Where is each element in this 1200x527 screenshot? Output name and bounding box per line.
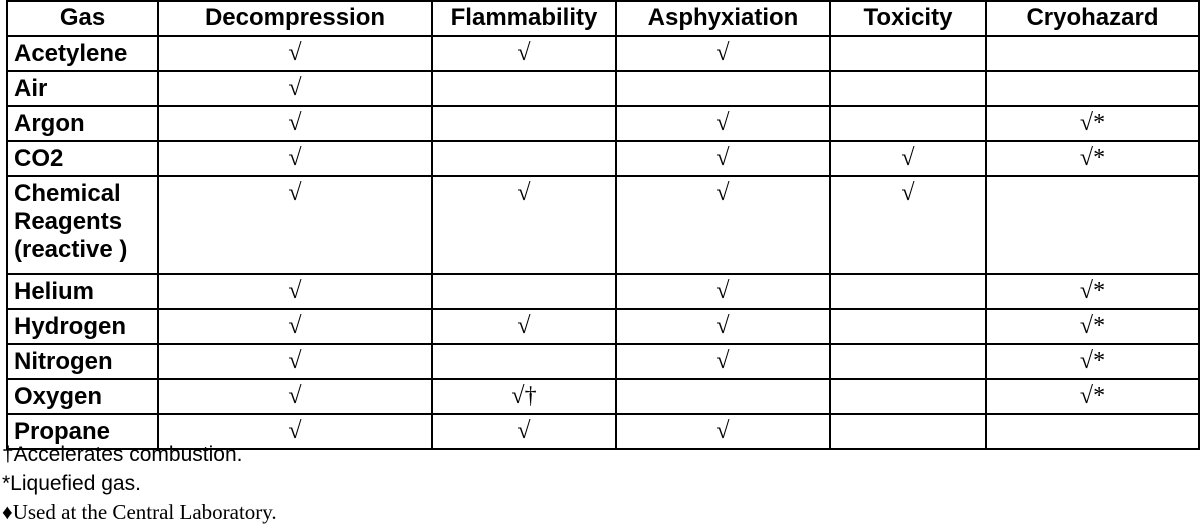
hazard-cell-flammability: √ [431,175,617,275]
hazard-cell-cryohazard [985,70,1200,107]
hazard-cell-asphyxiation: √ [615,273,831,310]
hazard-cell-flammability [431,273,617,310]
gas-name-cell: Argon [6,105,159,142]
table-row: Chemical Reagents (reactive ) √ √ √ √ [6,175,1200,275]
table-row: Helium √ √ √* [6,273,1200,310]
hazard-cell-cryohazard: √* [985,140,1200,177]
hazard-cell-cryohazard [985,175,1200,275]
hazard-cell-toxicity [829,378,987,415]
hazard-cell-cryohazard [985,35,1200,72]
footnote-asterisk: *Liquefied gas. [2,472,141,495]
hazard-cell-decompression: √ [157,413,433,450]
hazard-cell-cryohazard: √* [985,273,1200,310]
footnotes: †Accelerates combustion. *Liquefied gas.… [2,440,277,527]
hazard-cell-decompression: √ [157,140,433,177]
hazard-cell-asphyxiation: √ [615,140,831,177]
table-row: Oxygen √ √† √* [6,378,1200,415]
hazard-cell-decompression: √ [157,378,433,415]
table-row: Hydrogen √ √ √ √* [6,308,1200,345]
hazard-cell-cryohazard: √* [985,308,1200,345]
gas-hazard-table: Gas Decompression Flammability Asphyxiat… [6,0,1200,450]
gas-name-cell: Oxygen [6,378,159,415]
gas-name-cell: Acetylene [6,35,159,72]
footnote-dagger: †Accelerates combustion. [2,443,243,466]
hazard-cell-asphyxiation: √ [615,35,831,72]
gas-name-cell: CO2 [6,140,159,177]
hazard-cell-asphyxiation: √ [615,175,831,275]
hazard-cell-decompression: √ [157,308,433,345]
header-row: Gas Decompression Flammability Asphyxiat… [6,0,1200,37]
hazard-cell-toxicity [829,70,987,107]
header-decompression: Decompression [157,0,433,37]
hazard-cell-cryohazard: √* [985,105,1200,142]
gas-name-cell: Air [6,70,159,107]
gas-name-cell: Hydrogen [6,308,159,345]
hazard-cell-asphyxiation: √ [615,105,831,142]
hazard-cell-asphyxiation: √ [615,308,831,345]
hazard-cell-decompression: √ [157,343,433,380]
hazard-cell-asphyxiation: √ [615,343,831,380]
header-toxicity: Toxicity [829,0,987,37]
hazard-cell-toxicity [829,105,987,142]
hazard-cell-flammability [431,343,617,380]
gas-name-cell: Propane [6,413,159,450]
hazard-cell-flammability: √ [431,413,617,450]
hazard-cell-toxicity: √ [829,140,987,177]
hazard-cell-cryohazard [985,413,1200,450]
hazard-cell-toxicity [829,308,987,345]
hazard-cell-toxicity [829,35,987,72]
gas-name-cell: Chemical Reagents (reactive ) [6,175,159,275]
header-cryohazard: Cryohazard [985,0,1200,37]
table-row: Propane √ √ √ [6,413,1200,450]
hazard-cell-cryohazard: √* [985,378,1200,415]
hazard-cell-asphyxiation: √ [615,413,831,450]
hazard-cell-flammability: √ [431,308,617,345]
hazard-cell-toxicity: √ [829,175,987,275]
footnote-diamond: ♦Used at the Central Laboratory. [2,500,277,524]
gas-name-cell: Helium [6,273,159,310]
hazard-cell-asphyxiation [615,378,831,415]
hazard-cell-flammability: √ [431,35,617,72]
hazard-cell-decompression: √ [157,273,433,310]
hazard-cell-decompression: √ [157,105,433,142]
hazard-cell-toxicity [829,413,987,450]
hazard-cell-flammability [431,105,617,142]
hazard-cell-flammability [431,70,617,107]
hazard-cell-cryohazard: √* [985,343,1200,380]
header-asphyxiation: Asphyxiation [615,0,831,37]
hazard-cell-decompression: √ [157,70,433,107]
hazard-cell-decompression: √ [157,175,433,275]
table-row: Acetylene √ √ √ [6,35,1200,72]
hazard-cell-flammability: √† [431,378,617,415]
header-gas: Gas [6,0,159,37]
hazard-cell-flammability [431,140,617,177]
table-row: Argon √ √ √* [6,105,1200,142]
table-row: Nitrogen √ √ √* [6,343,1200,380]
hazard-cell-toxicity [829,273,987,310]
gas-name-cell: Nitrogen [6,343,159,380]
table-row: CO2 √ √ √ √* [6,140,1200,177]
hazard-cell-decompression: √ [157,35,433,72]
hazard-cell-toxicity [829,343,987,380]
header-flammability: Flammability [431,0,617,37]
table-row: Air √ [6,70,1200,107]
hazard-cell-asphyxiation [615,70,831,107]
